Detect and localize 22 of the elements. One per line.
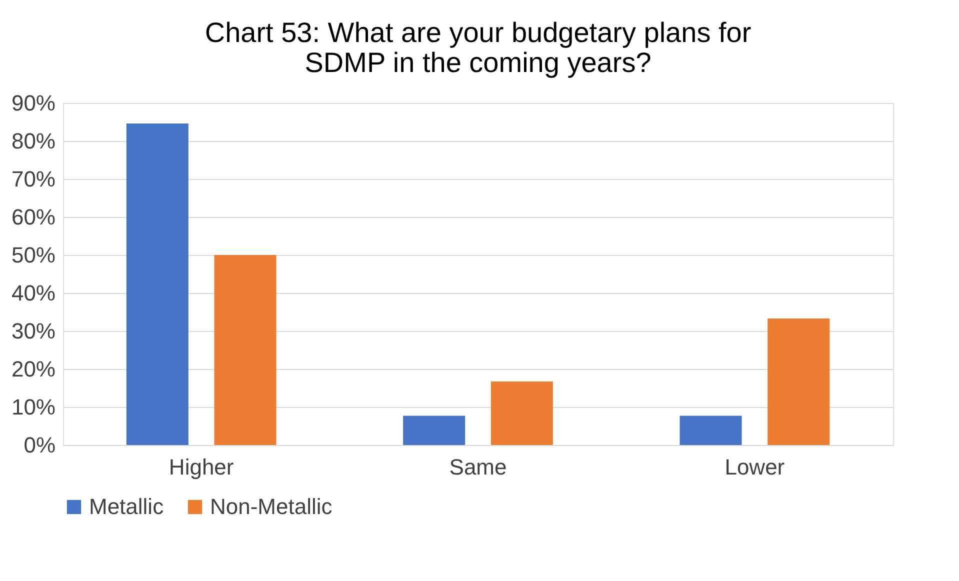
bar bbox=[126, 124, 188, 445]
bar bbox=[214, 255, 276, 445]
bar bbox=[403, 416, 466, 445]
y-tick-label: 80% bbox=[11, 128, 56, 154]
legend-label: Metallic bbox=[89, 494, 164, 519]
x-tick-label: Higher bbox=[168, 454, 234, 480]
x-tick-label: Lower bbox=[724, 454, 785, 480]
y-tick-label: 90% bbox=[11, 90, 56, 116]
y-tick-label: 50% bbox=[11, 242, 56, 268]
y-tick-label: 70% bbox=[11, 166, 56, 192]
x-tick-label: Same bbox=[449, 454, 507, 480]
bar bbox=[768, 318, 830, 445]
chart-title: Chart 53: What are your budgetary plans for SDMP in the coming years? bbox=[204, 17, 752, 78]
y-tick-label: 40% bbox=[11, 280, 56, 306]
bar bbox=[680, 416, 742, 445]
y-tick-label: 60% bbox=[11, 204, 56, 230]
bar bbox=[490, 382, 553, 445]
legend-label: Non-Metallic bbox=[210, 494, 332, 519]
y-tick-label: 30% bbox=[11, 318, 56, 344]
y-tick-label: 20% bbox=[11, 356, 56, 382]
y-tick-label: 0% bbox=[24, 432, 56, 458]
y-tick-label: 10% bbox=[11, 394, 56, 420]
